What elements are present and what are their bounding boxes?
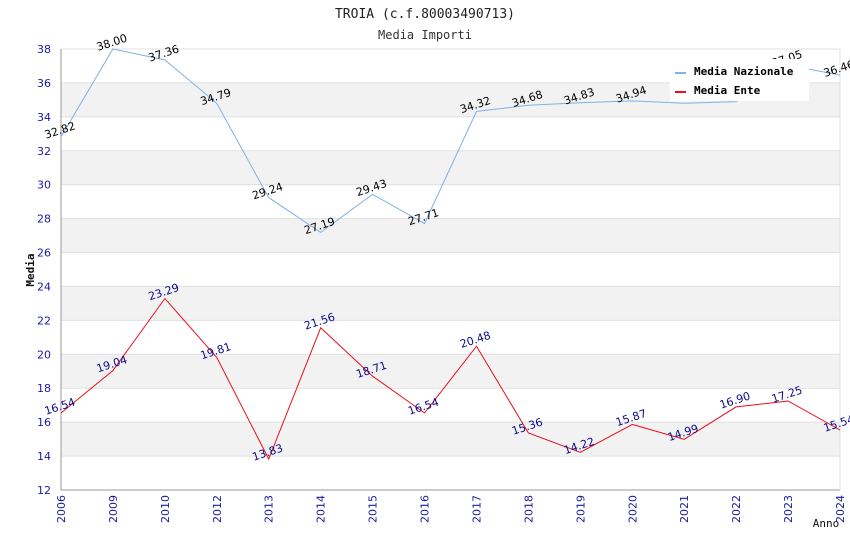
y-tick-label: 24: [37, 280, 51, 293]
axes: [60, 49, 841, 491]
y-tick-label: 20: [37, 348, 51, 361]
y-tick-label: 26: [37, 247, 51, 260]
y-tick-label: 12: [37, 484, 51, 497]
x-tick-label: 2010: [159, 495, 172, 523]
chart-title: TROIA (c.f.80003490713): [335, 7, 515, 22]
series-line-media-nazionale: [60, 48, 841, 234]
x-tick-label: 2013: [263, 495, 276, 523]
data-label: 16.54: [43, 396, 77, 418]
legend-label-media-nazionale: Media Nazionale: [694, 65, 794, 78]
grid-band: [61, 218, 840, 253]
legend-label-media-ente: Media Ente: [694, 84, 761, 97]
data-label: 36.46: [822, 58, 850, 80]
x-tick-label: 2019: [574, 495, 587, 523]
x-tick-label: 2012: [211, 495, 224, 523]
x-axis-label: Anno: [813, 517, 840, 530]
data-label: 16.90: [718, 390, 752, 412]
grid-band: [61, 422, 840, 457]
chart-subtitle: Media Importi: [378, 28, 472, 42]
y-axis-ticks: 12 14 16 18 20 22 24 26 28 30 32 34 36 38: [37, 43, 51, 497]
x-tick-label: 2017: [470, 495, 483, 523]
y-axis-label: Media: [24, 253, 37, 286]
x-tick-label: 2024: [834, 495, 847, 523]
x-tick-label: 2023: [782, 495, 795, 523]
y-tick-label: 34: [37, 111, 51, 124]
data-label: 37.36: [147, 42, 181, 64]
y-tick-label: 18: [37, 382, 51, 395]
x-tick-label: 2015: [367, 495, 380, 523]
y-tick-label: 14: [37, 450, 51, 463]
x-tick-label: 2022: [730, 495, 743, 523]
y-tick-label: 16: [37, 416, 51, 429]
data-label: 16.54: [406, 396, 440, 418]
x-axis-ticks: 2006 2009 2010 2012 2013 2014 2015 2016 2017 2018…: [55, 495, 847, 523]
legend: Media Nazionale Media Ente: [670, 59, 809, 101]
x-tick-label: 2018: [522, 495, 535, 523]
grid-band: [61, 354, 840, 389]
y-tick-label: 22: [37, 314, 51, 327]
x-tick-label: 2009: [107, 495, 120, 523]
x-tick-label: 2016: [419, 495, 432, 523]
legend-box: [670, 59, 809, 101]
x-tick-label: 2006: [55, 495, 68, 523]
x-tick-label: 2014: [315, 495, 328, 523]
data-label: 15.54: [822, 413, 850, 435]
grid-band: [61, 286, 840, 321]
y-tick-label: 30: [37, 179, 51, 192]
x-tick-label: 2021: [678, 495, 691, 523]
series-lines: [60, 48, 841, 461]
y-tick-label: 28: [37, 213, 51, 226]
y-tick-label: 32: [37, 145, 51, 158]
x-tick-label: 2020: [626, 495, 639, 523]
series-line-media-ente: [60, 297, 841, 461]
y-tick-label: 36: [37, 77, 51, 90]
y-tick-label: 38: [37, 43, 51, 56]
